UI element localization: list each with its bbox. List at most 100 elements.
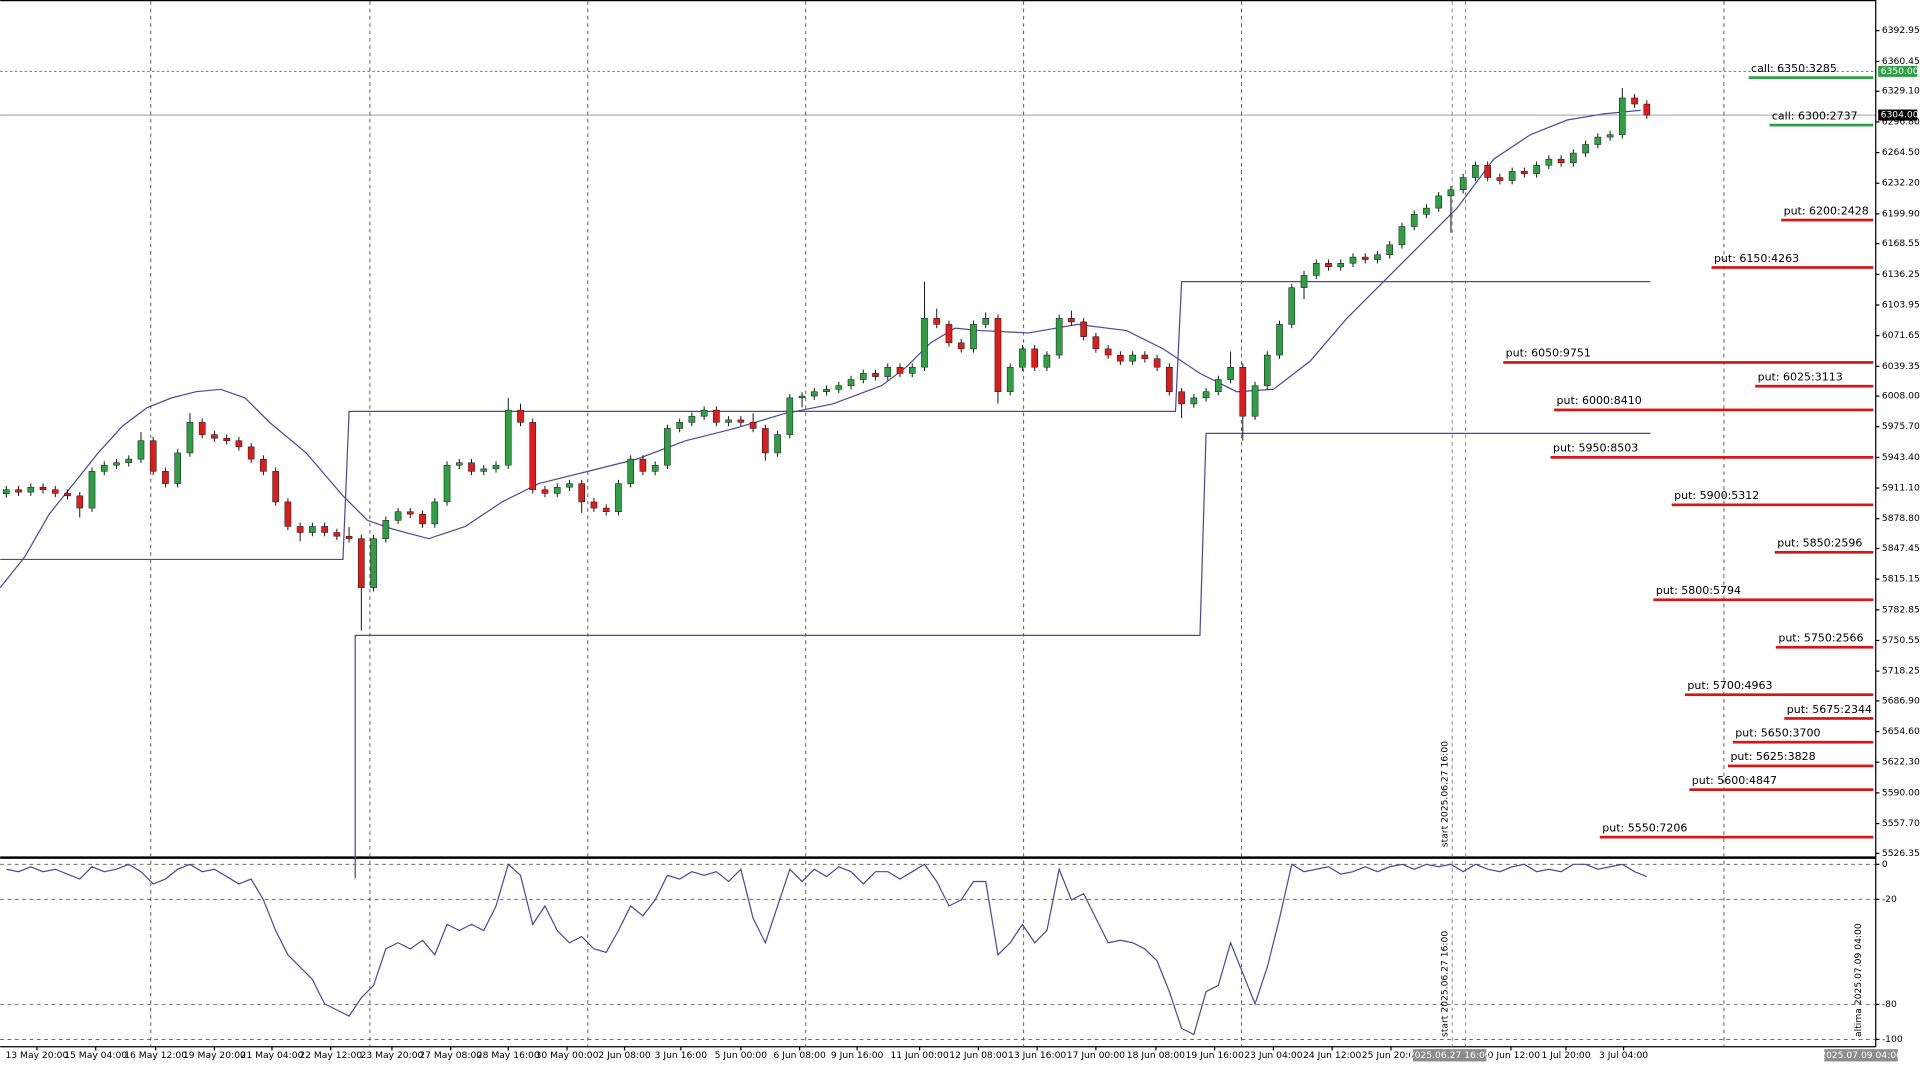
candle-body [455, 462, 463, 466]
candle-body [602, 507, 610, 512]
candle-body [1582, 144, 1589, 154]
y-tick-label: 5654.60 [1882, 726, 1920, 737]
candle-body [1129, 354, 1136, 362]
option-bar [1550, 456, 1874, 459]
candle-body [1006, 366, 1014, 392]
candle-body [725, 419, 732, 423]
y-tick-label: 6071.65 [1882, 330, 1920, 341]
option-bar [1769, 123, 1874, 127]
candle-body [1398, 226, 1406, 246]
y-tick-label: 6136.25 [1882, 269, 1920, 280]
option-bar [1774, 550, 1874, 554]
candle-body [1606, 134, 1614, 138]
candle-body [1484, 165, 1491, 178]
candle-body [1092, 336, 1100, 350]
x-tick-label: 5 Jun 00:00 [715, 1050, 768, 1061]
y-tick-label: 5526.35 [1882, 848, 1920, 859]
candle-body [162, 471, 169, 484]
candle-body [1190, 397, 1198, 405]
candle-body [27, 486, 35, 493]
option-bar [1503, 361, 1874, 364]
x-tick-label: 24 Jun 12:00 [1303, 1050, 1361, 1061]
annotation: start 2025.06.27 16:00 [1439, 931, 1450, 1037]
candle-body [345, 535, 353, 539]
candle-body [1178, 391, 1185, 405]
candle-body [2, 489, 10, 495]
candle-body [431, 501, 439, 525]
price-label: 6350.00 [1881, 66, 1919, 77]
y-tick-label: 5557.70 [1882, 818, 1920, 829]
y-tick-label: 6329.10 [1882, 86, 1920, 97]
candle-body [137, 440, 145, 460]
option-bar [1671, 503, 1874, 507]
candle-body [1300, 275, 1308, 288]
y-tick-label: 5590.00 [1882, 787, 1920, 798]
y-tick-label: 0 [1882, 859, 1888, 870]
candle-body [1631, 97, 1638, 105]
option-bar [1711, 266, 1874, 269]
y-tick-label: 5911.10 [1882, 483, 1920, 494]
y-tick-label: 5943.40 [1882, 452, 1920, 463]
y-tick-label: 5718.25 [1882, 666, 1920, 677]
option-bar [1781, 218, 1874, 222]
y-tick-label: -80 [1882, 999, 1897, 1010]
option-bar [1728, 764, 1874, 768]
annotation: start 2025.06.27 16:00 [1439, 741, 1450, 847]
candle-body [1080, 321, 1087, 337]
price-label: 6304.00 [1881, 110, 1919, 121]
candle-body [811, 391, 818, 397]
x-tick-label: 28 May 16:00 [477, 1050, 540, 1061]
candle-body [186, 422, 194, 454]
oscillator-line [6, 863, 1648, 1036]
candle-body [309, 526, 316, 533]
option-bar [1755, 384, 1874, 388]
y-tick-label: 5847.45 [1882, 543, 1920, 554]
x-tick-label: 30 Jun 12:00 [1482, 1050, 1540, 1061]
option-bar [1784, 717, 1874, 720]
x-tick-label: 23 Jun 04:00 [1244, 1050, 1302, 1061]
candle-body [76, 495, 84, 509]
candle-body [1043, 354, 1051, 368]
candle-body [198, 422, 206, 435]
candle-body [223, 437, 230, 441]
indicator-line [0, 109, 1641, 589]
y-tick-label: 6199.90 [1882, 208, 1920, 219]
x-tick-label: 30 May 00:00 [536, 1050, 599, 1061]
candle-body [1447, 189, 1455, 197]
candle-body [713, 409, 720, 423]
candle-body [517, 409, 524, 423]
candle-body [64, 493, 71, 497]
candle-body [823, 389, 830, 392]
y-tick-label: 6360.45 [1882, 56, 1920, 67]
option-bar [1554, 408, 1874, 412]
candle-body [1337, 263, 1345, 268]
x-tick-label: 12 Jun 08:00 [949, 1050, 1007, 1061]
y-tick-label: 5782.85 [1882, 604, 1920, 615]
candle-body [296, 526, 304, 533]
option-label: put: 5600:4847 [1692, 774, 1777, 787]
price-label-box [1878, 109, 1918, 121]
x-tick-label: 11 Jun 00:00 [890, 1050, 948, 1061]
candle-body [737, 419, 745, 423]
candle-body [15, 489, 22, 493]
candle-body [1325, 263, 1332, 268]
option-label: put: 5750:2566 [1778, 632, 1863, 645]
option-bar [1653, 598, 1874, 602]
candle-body [1643, 103, 1651, 116]
x-tick-label: 23 May 20:00 [360, 1050, 423, 1061]
candle-body [1361, 256, 1369, 260]
candle-body [358, 538, 365, 588]
candle-body [1215, 379, 1222, 392]
option-label: call: 6350:3285 [1751, 62, 1837, 75]
x-tick-label: 2 Jun 08:00 [598, 1050, 651, 1061]
candle-body [590, 501, 598, 509]
y-tick-label: 6103.95 [1882, 299, 1920, 310]
candle-body [749, 422, 757, 429]
y-tick-label: 6232.20 [1882, 178, 1920, 189]
candle-body [1508, 171, 1516, 181]
option-bar [1689, 788, 1874, 791]
x-tick-label: 19 May 20:00 [183, 1050, 246, 1061]
price-label-box [1878, 65, 1918, 77]
